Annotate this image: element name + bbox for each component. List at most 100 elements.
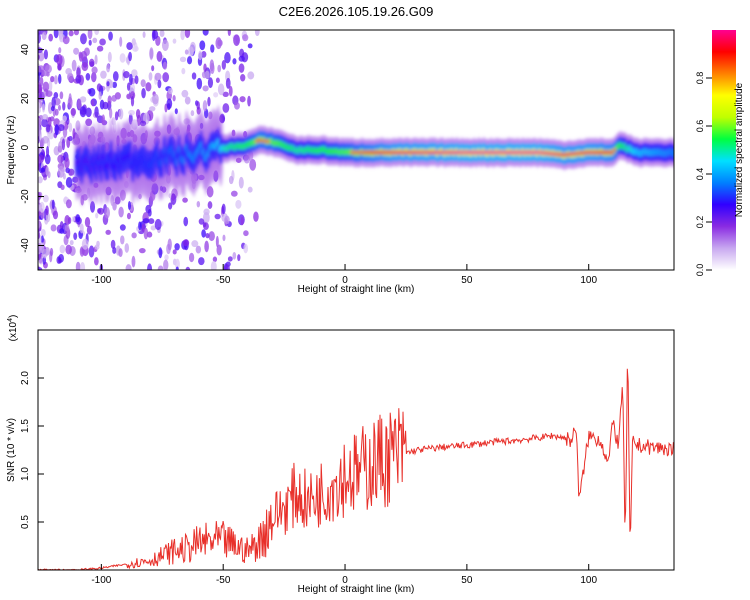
spectrogram-cell bbox=[225, 77, 231, 89]
spectrogram-cell bbox=[65, 244, 72, 255]
spectrogram-cell bbox=[145, 204, 152, 214]
spectrogram-cell bbox=[81, 238, 89, 250]
x-tick-label: 0 bbox=[342, 575, 348, 586]
y-tick-label: 20 bbox=[20, 93, 31, 105]
spectrogram-cell bbox=[130, 95, 135, 107]
spectrogram-cell bbox=[38, 162, 41, 171]
spectrogram-cell bbox=[224, 52, 231, 64]
spectrogram-cell bbox=[58, 47, 62, 54]
spectrogram-x-ticks: -100 -50 0 50 100 bbox=[91, 264, 597, 286]
spectrogram-cell bbox=[222, 234, 226, 242]
spectrogram-cell bbox=[85, 107, 92, 118]
spectrogram-cell bbox=[151, 30, 156, 42]
spectrogram-cell bbox=[97, 208, 102, 214]
spectrogram-cell bbox=[95, 212, 99, 219]
spectrogram-cell bbox=[57, 141, 63, 153]
spectrogram-cell bbox=[42, 114, 48, 120]
spectrogram-cell bbox=[199, 40, 206, 51]
spectrogram-cell bbox=[129, 73, 133, 86]
spectrogram-cell bbox=[72, 128, 76, 140]
spectrogram-cell bbox=[203, 63, 207, 72]
spectrogram-cell bbox=[204, 70, 210, 79]
spectrogram-cell bbox=[147, 263, 153, 270]
spectrogram-cell bbox=[86, 225, 92, 235]
spectrogram-cell bbox=[47, 102, 53, 115]
spectrogram-cell bbox=[65, 167, 70, 174]
spectrogram-cell bbox=[104, 207, 110, 219]
spectrogram-cell bbox=[71, 59, 77, 72]
spectrogram-cell bbox=[91, 66, 98, 74]
spectrogram-cell bbox=[106, 81, 110, 87]
spectrogram-cell bbox=[58, 73, 62, 84]
spectrogram-cell bbox=[227, 256, 233, 262]
spectrogram-cell bbox=[94, 106, 99, 118]
spectrogram-panel: -100 -50 0 50 100 -40 -20 0 20 40 Height of stra… bbox=[6, 29, 675, 295]
spectrogram-cell bbox=[107, 95, 112, 105]
spectrogram-cell bbox=[184, 30, 191, 39]
spectrogram-cell bbox=[253, 211, 259, 222]
spectrogram-cell bbox=[149, 47, 154, 60]
spectrogram-cell bbox=[53, 92, 59, 99]
spectrogram-cell bbox=[175, 266, 179, 270]
spectrogram-cell bbox=[62, 35, 70, 45]
spectrogram-cell bbox=[239, 96, 246, 103]
colorbar-tick-label: 0.6 bbox=[695, 120, 705, 133]
spectrogram-cell bbox=[168, 193, 172, 199]
spectrogram-cell bbox=[119, 53, 126, 63]
spectrogram-cell bbox=[128, 109, 135, 116]
svg-text:(x104): (x104) bbox=[7, 315, 19, 342]
spectrogram-cell bbox=[53, 75, 58, 85]
spectrogram-cell bbox=[146, 231, 153, 238]
spectrogram-cell bbox=[79, 246, 85, 257]
spectrogram-cell bbox=[94, 30, 99, 36]
y-tick-label: 0 bbox=[20, 144, 31, 150]
spectrogram-cell bbox=[233, 34, 240, 46]
figure-title: C2E6.2026.105.19.26.G09 bbox=[279, 4, 434, 19]
spectrogram-cell bbox=[73, 232, 78, 240]
spectrogram-cell bbox=[41, 103, 46, 113]
spectrogram-heatmap bbox=[38, 30, 674, 270]
spectrogram-cell bbox=[243, 243, 249, 254]
spectrogram-cell bbox=[157, 265, 164, 270]
spectrogram-cell bbox=[107, 51, 112, 63]
spectrogram-cell bbox=[60, 184, 65, 191]
spectrogram-cell bbox=[54, 108, 59, 116]
y-tick-label: 0.5 bbox=[20, 515, 31, 529]
spectrogram-cell bbox=[88, 39, 92, 46]
spectrogram-cell bbox=[61, 138, 66, 151]
spectrogram-cell bbox=[51, 199, 55, 210]
spectrogram-cell bbox=[92, 37, 98, 44]
spectrogram-cell bbox=[180, 30, 185, 41]
spectrogram-cell bbox=[210, 62, 215, 75]
spectrogram-cell bbox=[88, 245, 95, 258]
spectrogram-cell bbox=[185, 266, 191, 270]
spectrogram-cell bbox=[196, 101, 200, 110]
colorbar: 0.0 0.2 0.4 0.6 0.8 Normalized spectral ampl… bbox=[695, 30, 745, 276]
x-tick-label: 100 bbox=[580, 575, 597, 586]
x-tick-label: -100 bbox=[91, 575, 111, 586]
spectrogram-cell bbox=[228, 175, 234, 185]
spectrogram-cell bbox=[38, 101, 41, 112]
spectrogram-cell bbox=[79, 223, 84, 234]
spectrogram-cell bbox=[118, 206, 124, 218]
spectrogram-cell bbox=[41, 248, 48, 259]
spectrogram-cell bbox=[249, 158, 257, 171]
spectrogram-cell bbox=[671, 149, 674, 158]
spectrogram-cell bbox=[247, 71, 255, 80]
snr-x-ticks: -100 -50 0 50 100 bbox=[91, 564, 597, 586]
spectrogram-cell bbox=[198, 218, 205, 225]
spectrogram-cell bbox=[68, 136, 73, 142]
spectrogram-cell bbox=[84, 216, 91, 228]
spectrogram-frame bbox=[37, 29, 675, 271]
spectrogram-cell bbox=[238, 63, 245, 73]
spectrogram-cell bbox=[208, 231, 215, 242]
spectrogram-cell bbox=[204, 240, 209, 253]
spectrogram-cell bbox=[80, 33, 87, 45]
spectrogram-cell bbox=[186, 56, 193, 65]
spectrogram-cell bbox=[240, 74, 246, 82]
spectrogram-cell bbox=[213, 92, 219, 98]
spectrogram-cell bbox=[216, 244, 222, 256]
spectrogram-cell bbox=[65, 176, 73, 188]
spectrogram-y-ticks: -40 -20 0 20 40 bbox=[20, 44, 44, 253]
spectrogram-cell bbox=[174, 243, 180, 251]
